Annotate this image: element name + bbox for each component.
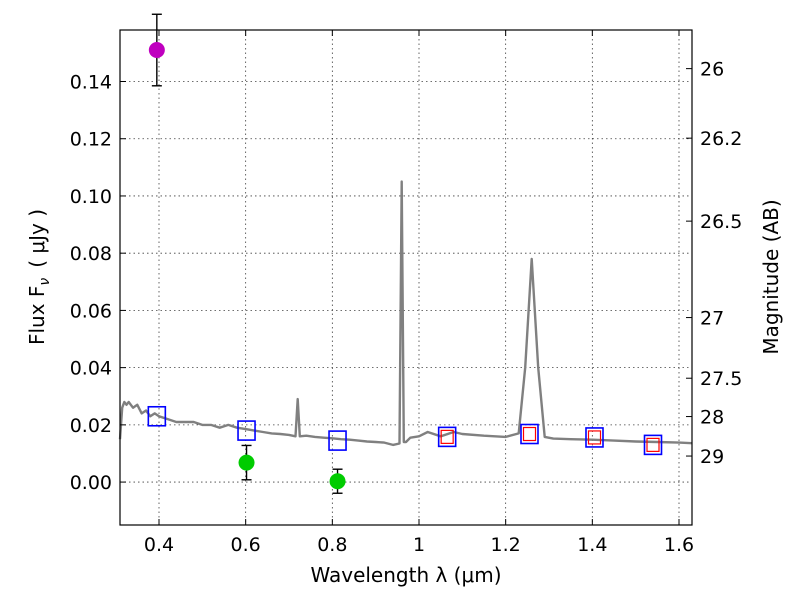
y-axis-label-group: Flux Fν ( μJy ): [25, 209, 53, 345]
y-axis-label-main: Flux F: [25, 286, 49, 345]
model-photometry-square: [520, 423, 539, 445]
y-axis-label-unit: ( μJy ): [25, 209, 49, 268]
y-tick-label: 0.00: [70, 472, 112, 494]
data-point: [238, 454, 255, 471]
y2-tick-label: 27: [700, 308, 724, 330]
data-point: [148, 42, 165, 59]
y2-tick-label: 26.2: [700, 128, 742, 150]
series-layer: [118, 13, 693, 494]
y-axis-label-sub: ν: [37, 278, 53, 286]
data-point: [329, 473, 346, 490]
y2-tick-label: 29: [700, 446, 724, 468]
y2-tick-label: 28: [700, 407, 724, 429]
y-tick-label: 0.12: [70, 129, 112, 151]
y-tick-label: 0.02: [70, 415, 112, 437]
x-tick-label: 1.4: [577, 534, 607, 556]
x-tick-label: 0.8: [317, 534, 347, 556]
observed-square: [440, 429, 454, 444]
y2-tick-label: 26.5: [700, 211, 742, 233]
y-tick-label: 0.06: [70, 300, 112, 322]
y-tick-label: 0.14: [70, 72, 112, 94]
observed-square: [646, 437, 660, 452]
y2-tick-label: 26: [700, 59, 724, 81]
model-photometry-square: [585, 427, 604, 448]
x-tick-label: 1.6: [664, 534, 694, 556]
plot-background: [120, 30, 692, 525]
observed-square: [522, 426, 537, 442]
x-tick-label: 0.4: [144, 534, 174, 556]
plot-frame: [119, 29, 693, 526]
sed-model-line: [118, 180, 693, 447]
model-photometry-square: [237, 420, 256, 441]
y2-tick-label: 27.5: [700, 368, 742, 390]
observed-square: [587, 430, 602, 445]
x-tick-label: 1: [413, 534, 425, 556]
model-photometry-square: [328, 430, 347, 451]
x-axis-label: Wavelength λ (μm): [310, 563, 501, 587]
model-photometry-square: [147, 405, 167, 427]
y2-axis-label: Magnitude (AB): [759, 199, 783, 354]
grid-layer: [120, 30, 692, 525]
model-photometry-square: [437, 426, 457, 448]
y-tick-label: 0.08: [70, 243, 112, 265]
x-tick-label: 1.2: [491, 534, 521, 556]
y-tick-label: 0.10: [70, 186, 112, 208]
model-photometry-square: [643, 434, 663, 456]
y-tick-label: 0.04: [70, 358, 112, 380]
x-tick-label: 0.6: [231, 534, 261, 556]
y-axis-label: Flux Fν ( μJy ): [25, 209, 53, 345]
tick-layer: 0.4 0.6 0.8 1 1.2 1.4 1.6 0.00 0.02 0.04 0.06 0.08 0…: [70, 30, 742, 556]
